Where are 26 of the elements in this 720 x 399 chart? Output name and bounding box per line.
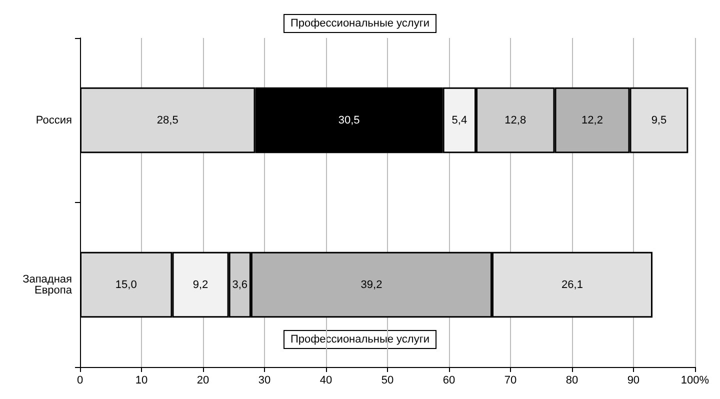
data-label: 9,2: [192, 278, 208, 291]
x-tick-label: 30: [258, 374, 271, 386]
y-tick-label: Западная Европа: [22, 273, 73, 296]
x-tick-label: 70: [504, 374, 517, 386]
x-tick-label: 50: [381, 374, 394, 386]
y-tick-label: Россия: [36, 114, 72, 126]
data-label: 39,2: [360, 278, 382, 291]
data-label: 12,2: [582, 114, 603, 126]
x-tick-label: 80: [566, 374, 578, 386]
data-label: 15,0: [115, 278, 137, 291]
data-label: 30,5: [338, 114, 360, 126]
text: Профессиональные услуги: [290, 18, 430, 30]
data-label: 9,5: [651, 114, 667, 126]
x-tick-label: 90: [627, 374, 640, 386]
x-tick-label: 0: [76, 374, 84, 386]
annotation: Профессиональные услуги: [290, 334, 430, 346]
data-label: 3,6: [232, 278, 248, 291]
data-label: 5,4: [452, 114, 468, 126]
x-tick-label: 40: [320, 374, 332, 386]
x-tick-label: 20: [196, 374, 210, 386]
data-label: 26,1: [562, 278, 583, 291]
data-label: 28,5: [156, 114, 178, 126]
x-tick-label: 100%: [680, 374, 710, 386]
x-tick-label: 10: [135, 374, 148, 386]
x-tick-label: 60: [442, 374, 456, 386]
data-label: 12,8: [504, 114, 526, 126]
